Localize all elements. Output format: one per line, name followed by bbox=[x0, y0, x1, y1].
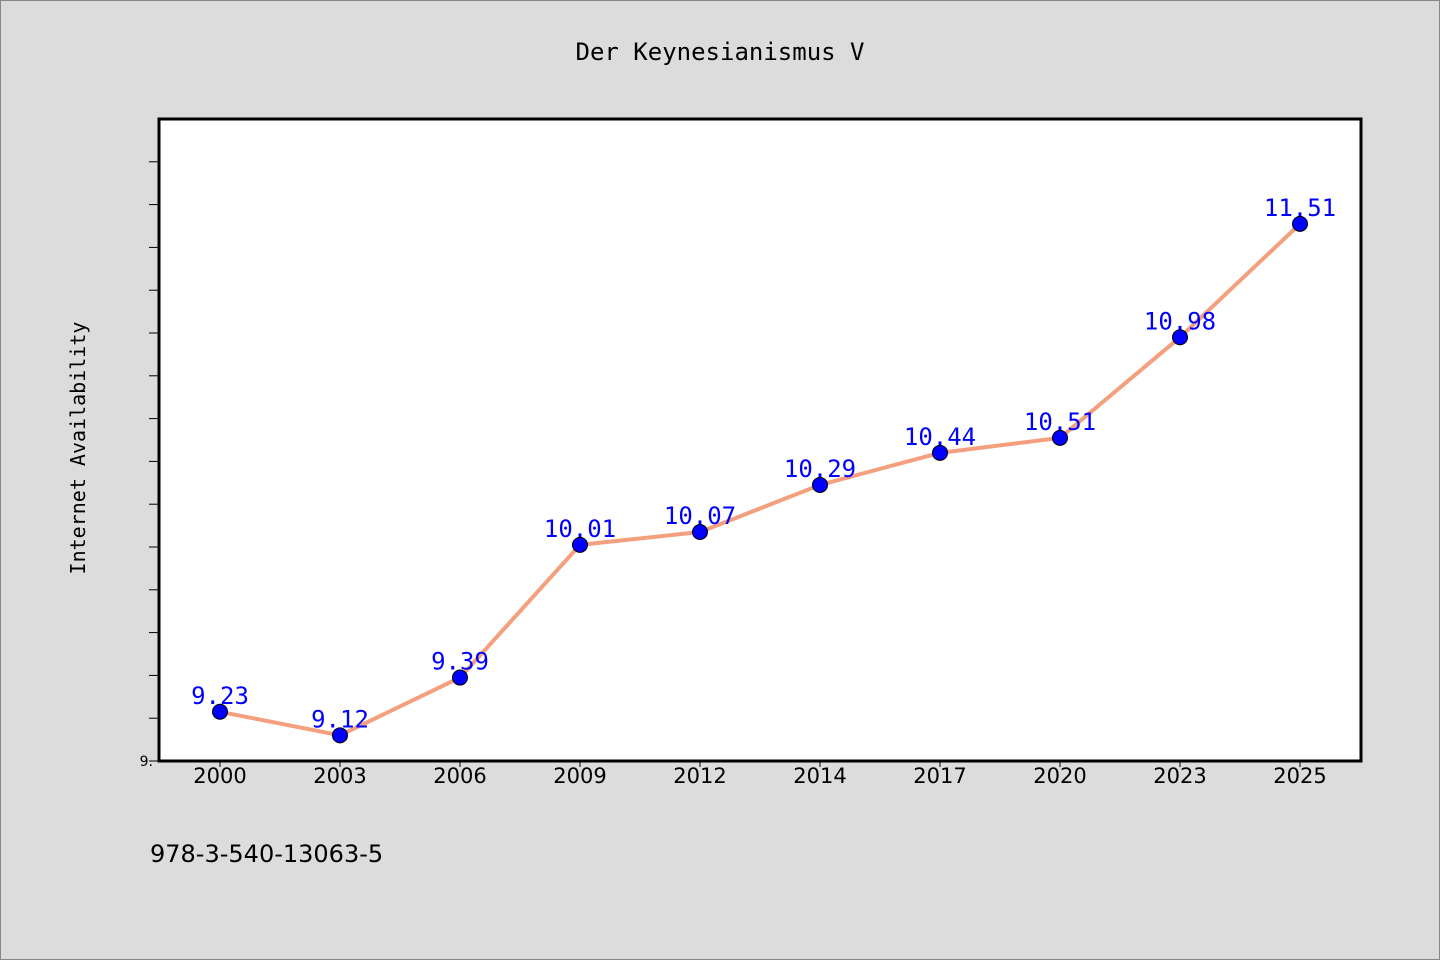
data-label: 10.51 bbox=[1024, 408, 1096, 436]
data-label: 10.44 bbox=[904, 423, 976, 451]
data-point bbox=[1292, 215, 1308, 232]
x-tick-label: 2006 bbox=[433, 764, 486, 788]
x-tick-label: 2003 bbox=[313, 764, 366, 788]
x-axis: 2000 2003 2006 2009 2012 2014 2017 2020 2023 2025 bbox=[193, 761, 1327, 788]
data-point bbox=[1172, 329, 1188, 346]
data-point bbox=[572, 536, 588, 553]
x-tick-label: 2009 bbox=[553, 764, 606, 788]
x-tick-label: 2025 bbox=[1273, 764, 1326, 788]
x-tick-label: 2017 bbox=[913, 764, 966, 788]
data-point bbox=[812, 476, 828, 493]
y-axis-label: Internet Availability bbox=[66, 322, 90, 575]
data-point bbox=[332, 727, 348, 744]
series-layer: 9.23 9.12 9.39 10.01 10.07 10.29 10.44 10.51 10.… bbox=[191, 194, 1336, 744]
plot-area bbox=[157, 117, 1363, 763]
data-point bbox=[452, 669, 468, 686]
y-tick-label: 9. bbox=[140, 754, 153, 770]
y-axis-ticks bbox=[149, 161, 159, 762]
data-point bbox=[1052, 429, 1068, 446]
x-tick-label: 2023 bbox=[1153, 764, 1206, 788]
chart-title: Der Keynesianismus V bbox=[576, 38, 865, 66]
data-label: 9.23 bbox=[191, 682, 249, 710]
data-label: 11.51 bbox=[1264, 194, 1336, 222]
x-tick-label: 2012 bbox=[673, 764, 726, 788]
data-label: 10.98 bbox=[1144, 307, 1216, 335]
x-tick-label: 2020 bbox=[1033, 764, 1086, 788]
data-point bbox=[932, 444, 948, 461]
series-line bbox=[218, 221, 1302, 738]
data-label: 10.07 bbox=[664, 502, 736, 530]
data-label: 9.12 bbox=[311, 705, 369, 733]
data-point bbox=[692, 524, 708, 541]
x-tick-label: 2014 bbox=[793, 764, 846, 788]
data-label: 10.01 bbox=[544, 515, 616, 543]
data-point bbox=[212, 703, 228, 720]
data-label: 9.39 bbox=[431, 648, 489, 676]
isbn-footer: 978-3-540-13063-5 bbox=[150, 840, 383, 868]
x-tick-label: 2000 bbox=[193, 764, 246, 788]
data-label: 10.29 bbox=[784, 455, 856, 483]
